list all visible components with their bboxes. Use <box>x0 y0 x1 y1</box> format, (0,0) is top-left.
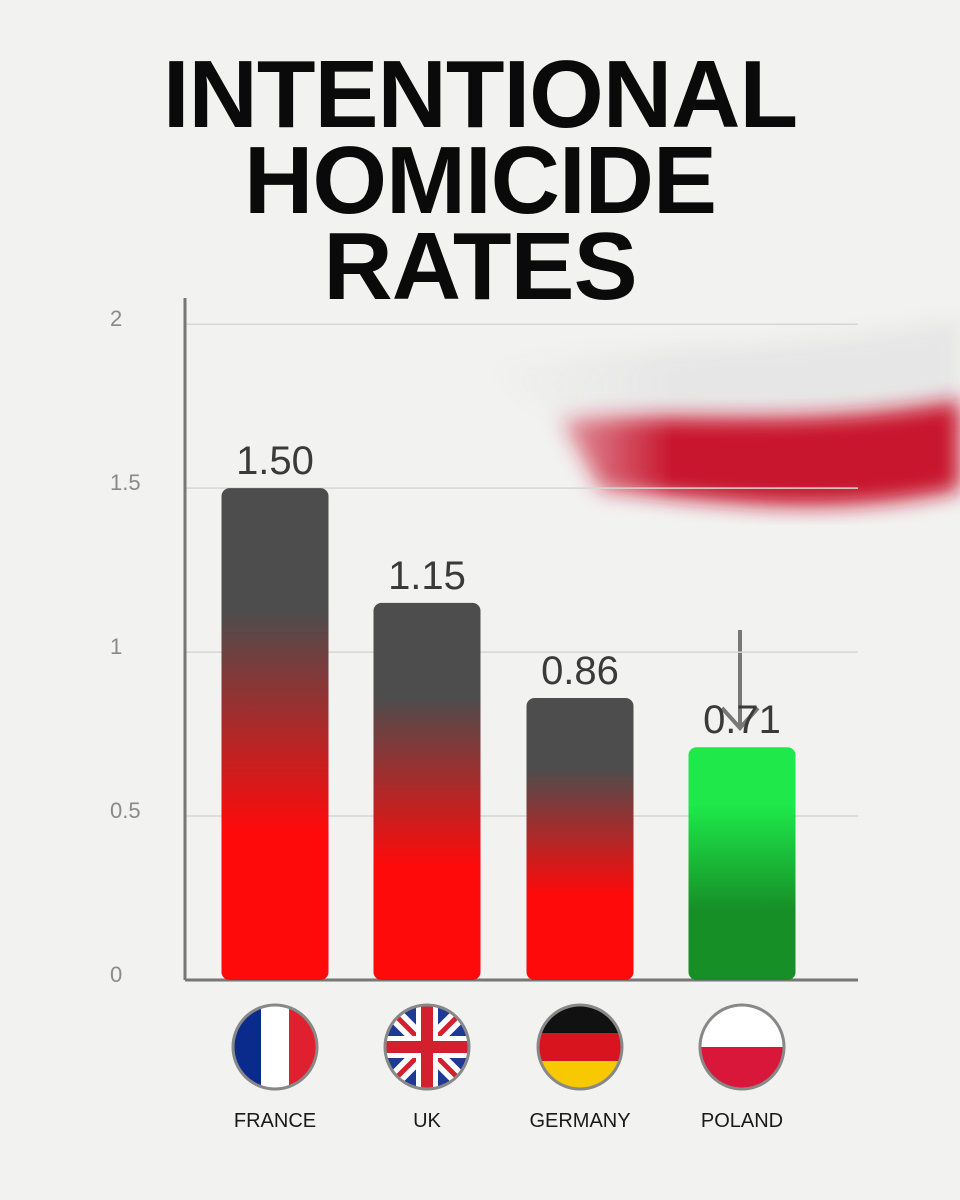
arrow <box>720 630 760 731</box>
flags <box>231 1003 786 1091</box>
bar <box>526 698 634 980</box>
x-tick-label: GERMANY <box>529 1110 630 1132</box>
value-label: 0.86 <box>541 649 619 693</box>
bar <box>373 602 481 980</box>
x-tick-label: FRANCE <box>234 1110 316 1132</box>
y-tick-label: 1.5 <box>110 470 141 495</box>
bar <box>688 747 796 980</box>
y-tick-label: 0.5 <box>110 798 141 823</box>
y-tick-label: 0 <box>110 962 122 987</box>
x-tick-label: UK <box>413 1110 441 1132</box>
x-tick-label: POLAND <box>701 1110 783 1132</box>
value-label: 1.15 <box>388 554 466 598</box>
value-label: 0.71 <box>703 698 781 742</box>
chart-title: INTENTIONAL HOMICIDE RATES <box>162 41 798 320</box>
y-tick-label: 1 <box>110 634 122 659</box>
bar <box>221 488 329 980</box>
value-label: 1.50 <box>236 439 314 483</box>
y-tick-label: 2 <box>110 306 122 331</box>
poland-flag-decoration <box>480 318 960 506</box>
